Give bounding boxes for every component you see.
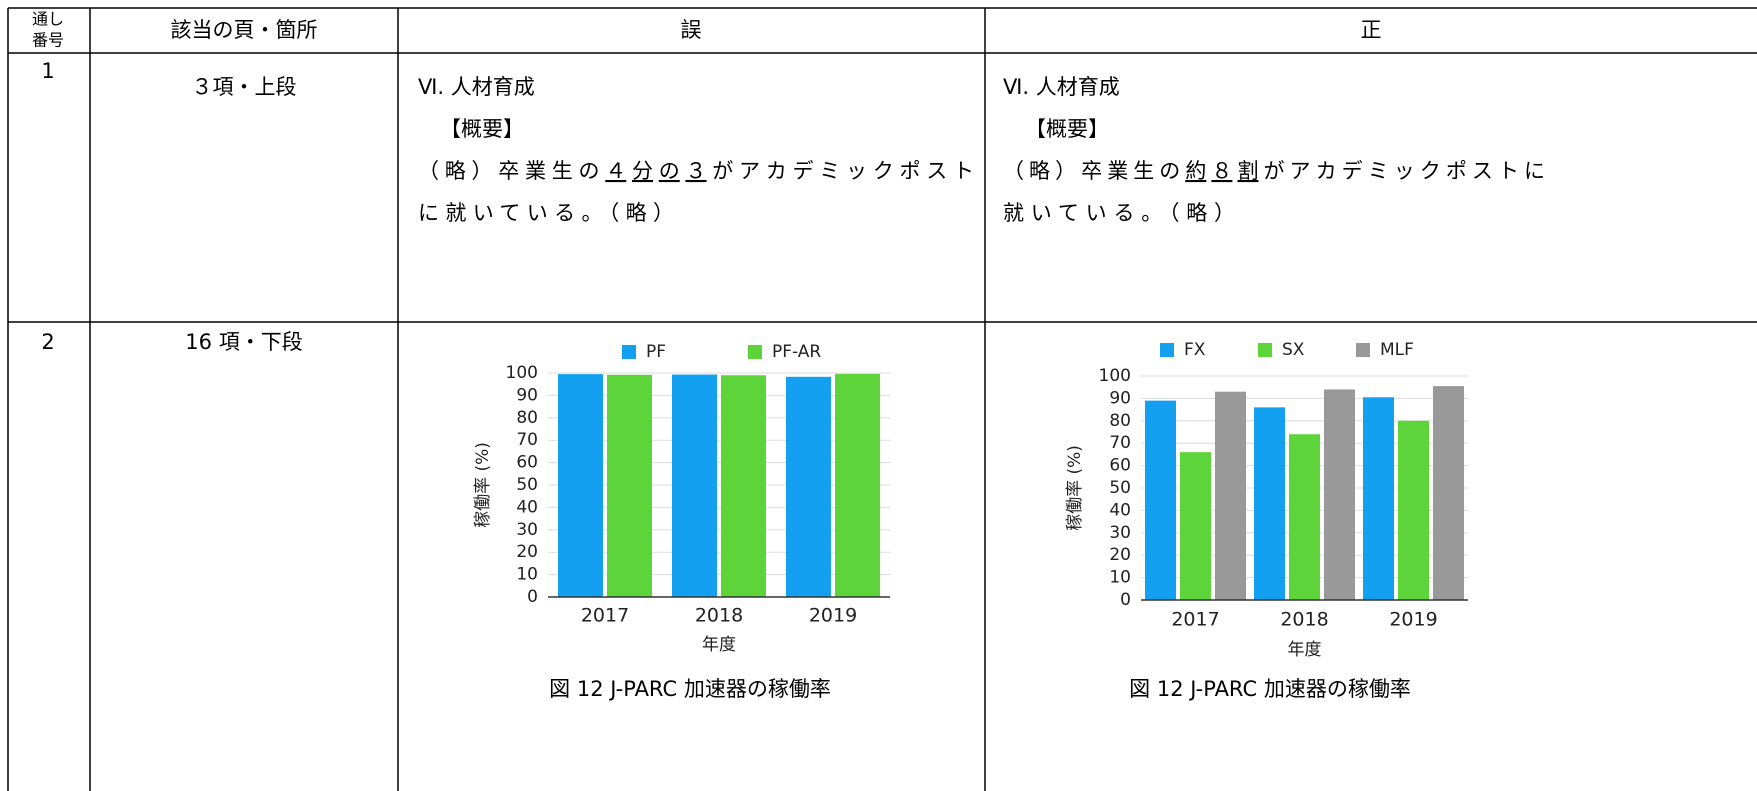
y-tick-label: 50 <box>516 475 538 495</box>
legend-swatch <box>1356 343 1370 357</box>
subheading: 【概要】 <box>440 117 524 141</box>
y-tick-label: 10 <box>1109 568 1131 588</box>
bar <box>786 376 831 597</box>
legend-label: FX <box>1184 340 1206 360</box>
y-tick-label: 30 <box>1109 523 1131 543</box>
x-tick-label: 2019 <box>1389 609 1437 631</box>
x-tick-label: 2017 <box>1171 609 1219 631</box>
y-tick-label: 80 <box>516 408 538 428</box>
heading: Ⅵ. 人材育成 <box>1003 75 1120 99</box>
bar <box>835 373 880 597</box>
y-tick-label: 20 <box>1109 545 1131 565</box>
x-tick-label: 2018 <box>1280 609 1328 631</box>
x-tick-label: 2017 <box>581 605 629 627</box>
body-line: （略）卒業生の ４分の３ がアカデミックポスト <box>418 159 974 183</box>
row-location: 16 項・下段 <box>185 330 302 354</box>
text: がアカデミックポスト <box>712 159 974 183</box>
figure-caption: 図 12 J-PARC 加速器の稼働率 <box>1129 677 1411 701</box>
y-tick-label: 0 <box>1120 590 1131 610</box>
legend-swatch <box>1160 343 1174 357</box>
subheading: 【概要】 <box>1025 117 1109 141</box>
body-line: に就いている。（略） <box>418 201 674 225</box>
x-axis-label: 年度 <box>1288 640 1322 660</box>
header-location: 該当の頁・箇所 <box>171 18 318 42</box>
bar <box>1215 391 1246 600</box>
x-tick-label: 2019 <box>809 605 857 627</box>
header-wrong: 誤 <box>681 18 702 42</box>
legend-label: PF-AR <box>772 342 821 362</box>
x-axis-label: 年度 <box>702 635 736 655</box>
y-tick-label: 10 <box>516 565 538 585</box>
y-tick-label: 40 <box>516 497 538 517</box>
y-tick-label: 70 <box>1109 433 1131 453</box>
row-location: ３項・上段 <box>192 75 297 99</box>
y-tick-label: 100 <box>1099 366 1131 386</box>
table-lines <box>7 7 1757 791</box>
bar <box>1180 452 1211 600</box>
y-tick-label: 50 <box>1109 478 1131 498</box>
row-number: 2 <box>41 330 54 354</box>
bar <box>672 374 717 597</box>
bar <box>1433 386 1464 600</box>
bar <box>1363 397 1394 600</box>
y-axis-label: 稼働率 (%) <box>1065 445 1085 531</box>
bar <box>1289 434 1320 600</box>
underlined-text: 約８割 <box>1185 159 1258 183</box>
y-tick-label: 40 <box>1109 500 1131 520</box>
y-tick-label: 60 <box>516 453 538 473</box>
row-number: 1 <box>41 59 54 83</box>
y-tick-label: 90 <box>516 385 538 405</box>
legend-swatch <box>1258 343 1272 357</box>
heading: Ⅵ. 人材育成 <box>418 75 535 99</box>
text: がアカデミックポストに <box>1264 159 1546 183</box>
y-tick-label: 60 <box>1109 456 1131 476</box>
bar <box>1254 407 1285 600</box>
y-tick-label: 80 <box>1109 411 1131 431</box>
y-tick-label: 30 <box>516 520 538 540</box>
legend-label: MLF <box>1380 340 1414 360</box>
bar <box>1398 420 1429 600</box>
bar <box>558 374 603 597</box>
legend-swatch <box>622 345 636 359</box>
legend-swatch <box>748 345 762 359</box>
figure-caption: 図 12 J-PARC 加速器の稼働率 <box>549 677 831 701</box>
y-tick-label: 90 <box>1109 388 1131 408</box>
text: （略）卒業生の <box>1003 159 1180 183</box>
x-tick-label: 2018 <box>695 605 743 627</box>
bar <box>607 374 652 597</box>
y-tick-label: 20 <box>516 542 538 562</box>
y-tick-label: 0 <box>527 587 538 607</box>
legend-label: SX <box>1282 340 1305 360</box>
body-line: （略）卒業生の 約８割 がアカデミックポストに <box>1003 159 1545 183</box>
y-tick-label: 100 <box>506 363 538 383</box>
header-correct: 正 <box>1361 18 1382 42</box>
bar <box>1324 389 1355 600</box>
bar <box>1145 400 1176 600</box>
body-line: 就いている。（略） <box>1003 201 1235 225</box>
underlined-text: ４分の３ <box>605 159 706 183</box>
y-axis-label: 稼働率 (%) <box>473 442 493 528</box>
legend-label: PF <box>646 342 666 362</box>
header-number: 通し <box>32 10 64 29</box>
bar <box>721 375 766 597</box>
text: （略）卒業生の <box>418 159 600 183</box>
header-number: 番号 <box>32 31 64 50</box>
y-tick-label: 70 <box>516 430 538 450</box>
